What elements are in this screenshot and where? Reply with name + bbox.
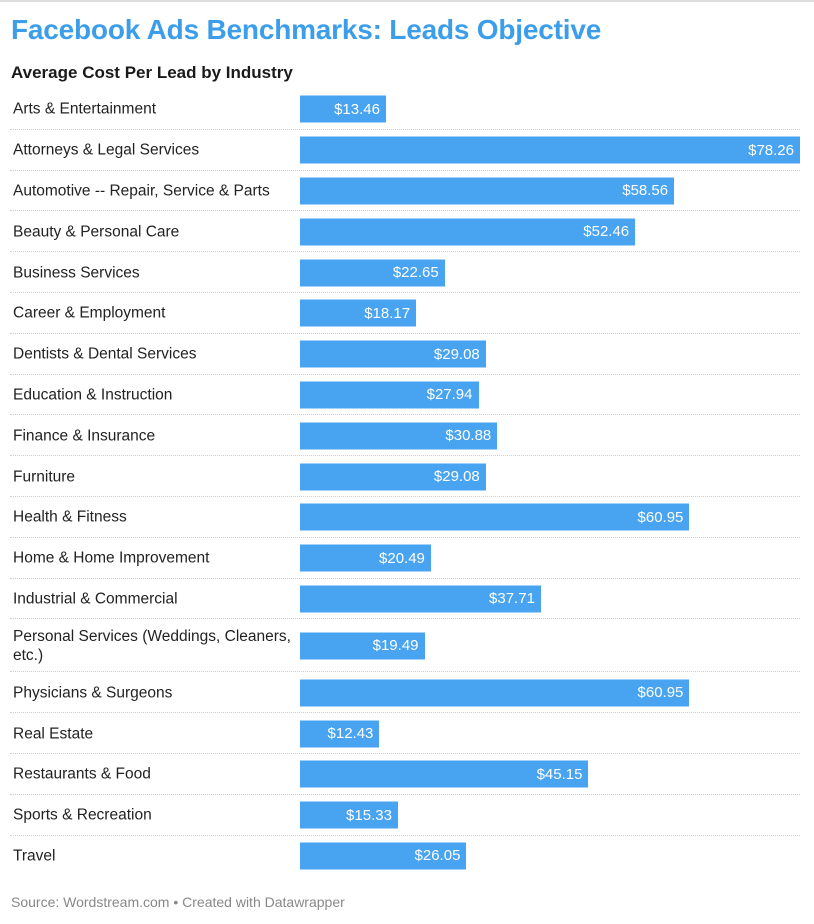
bar-value-label: $29.08 — [433, 345, 480, 363]
category-label: Real Estate — [13, 725, 94, 743]
category-label: Travel — [13, 847, 56, 865]
bar: $29.08 — [300, 340, 486, 368]
row-divider — [10, 373, 800, 375]
bar: $29.08 — [300, 463, 486, 491]
bar-value-label: $13.46 — [334, 100, 380, 118]
bar-row: Dentists & Dental Services $29.08 — [10, 334, 800, 375]
row-divider — [10, 128, 800, 130]
bar: $60.95 — [300, 503, 690, 531]
row-divider — [10, 210, 800, 212]
bar: $58.56 — [300, 177, 675, 205]
category-label: Education & Instruction — [13, 386, 173, 404]
bar-row: Beauty & Personal Care $52.46 — [10, 211, 800, 253]
row-divider — [10, 793, 800, 795]
bar: $78.26 — [300, 136, 800, 164]
bar-value-label: $45.15 — [536, 765, 583, 783]
category-label: Beauty & Personal Care — [13, 223, 180, 241]
bar: $27.94 — [300, 381, 479, 409]
bar: $19.49 — [300, 632, 425, 660]
row-divider — [10, 834, 800, 836]
bar-row: Real Estate $12.43 — [10, 713, 800, 754]
chart-title: Facebook Ads Benchmarks: Leads Objective — [11, 14, 602, 45]
bar-row: Finance & Insurance $30.88 — [10, 415, 800, 457]
bar-row: Personal Services (Weddings, Cleaners, e… — [10, 619, 800, 673]
bar-value-label: $12.43 — [327, 725, 374, 743]
row-divider — [10, 291, 800, 293]
category-label: Sports & Recreation — [13, 806, 152, 824]
row-divider — [10, 536, 800, 538]
bar-value-label: $22.65 — [392, 264, 439, 282]
category-label: Finance & Insurance — [13, 427, 156, 445]
bar-row: Attorneys & Legal Services $78.26 — [10, 130, 800, 171]
bar-row: Business Services $22.65 — [10, 252, 800, 293]
bar-value-label: $58.56 — [622, 182, 669, 200]
bar-row: Restaurants & Food $45.15 — [10, 754, 800, 795]
category-label: Industrial & Commercial — [13, 590, 178, 608]
bar: $45.15 — [300, 760, 589, 788]
bar-value-label: $27.94 — [426, 386, 473, 404]
bar-row: Physicians & Surgeons $60.95 — [10, 672, 800, 714]
category-label: Restaurants & Food — [13, 765, 151, 783]
bar-row: Furniture $29.08 — [10, 456, 800, 497]
category-label: Health & Fitness — [13, 508, 127, 526]
bar-row: Sports & Recreation $15.33 — [10, 795, 800, 836]
bar: $12.43 — [300, 720, 380, 748]
bar-row: Arts & Entertainment $13.46 — [10, 89, 800, 130]
row-divider — [10, 169, 800, 171]
bar-row: Automotive -- Repair, Service & Parts $58… — [10, 171, 800, 212]
row-divider — [10, 332, 800, 334]
bar-value-label: $78.26 — [748, 141, 794, 159]
row-divider — [10, 671, 800, 673]
bar: $22.65 — [300, 259, 445, 287]
bar-row: Industrial & Commercial $37.71 — [10, 579, 800, 620]
bar-value-label: $52.46 — [583, 223, 630, 241]
bar-value-label: $60.95 — [637, 684, 684, 702]
chart-subtitle: Average Cost Per Lead by Industry — [11, 63, 293, 82]
bar: $52.46 — [300, 218, 636, 246]
bar-row: Travel $26.05 — [10, 836, 800, 877]
row-divider — [10, 251, 800, 253]
bar: $13.46 — [300, 95, 386, 123]
bar: $20.49 — [300, 544, 431, 572]
bar: $37.71 — [300, 585, 541, 613]
bar-value-label: $29.08 — [433, 468, 480, 486]
row-divider — [10, 712, 800, 714]
category-label: Home & Home Improvement — [13, 549, 210, 567]
row-divider — [10, 752, 800, 754]
bar: $60.95 — [300, 679, 690, 707]
bar: $15.33 — [300, 801, 398, 829]
category-label: Furniture — [13, 468, 76, 486]
bar-row: Career & Employment $18.17 — [10, 293, 800, 334]
bar-value-label: $18.17 — [364, 304, 411, 322]
bar-value-label: $15.33 — [346, 806, 392, 824]
category-label: Business Services — [13, 264, 140, 282]
category-label: Automotive -- Repair, Service & Parts — [13, 182, 270, 200]
bar-row: Education & Instruction $27.94 — [10, 375, 800, 416]
bar-value-label: $20.49 — [379, 549, 425, 567]
category-label: Physicians & Surgeons — [13, 684, 173, 702]
bar-value-label: $60.95 — [637, 508, 684, 526]
bar-value-label: $37.71 — [489, 590, 535, 608]
category-label: Career & Employment — [13, 304, 166, 322]
bar: $18.17 — [300, 299, 417, 327]
category-label: Personal Services (Weddings, Cleaners, e… — [13, 627, 291, 664]
row-divider — [10, 495, 800, 497]
row-divider — [10, 455, 800, 457]
top-rule — [0, 0, 814, 2]
bar-value-label: $19.49 — [372, 637, 419, 655]
row-divider — [10, 414, 800, 416]
category-label: Arts & Entertainment — [13, 100, 157, 118]
bar-row: Health & Fitness $60.95 — [10, 497, 800, 538]
source-footer: Source: Wordstream.com • Created with Da… — [11, 894, 345, 910]
bar: $26.05 — [300, 842, 467, 870]
bar-value-label: $30.88 — [445, 427, 492, 445]
row-divider — [10, 618, 800, 620]
category-label: Dentists & Dental Services — [13, 345, 197, 363]
bar: $30.88 — [300, 422, 498, 450]
bar-value-label: $26.05 — [414, 847, 461, 865]
bar-row: Home & Home Improvement $20.49 — [10, 538, 800, 579]
row-divider — [10, 577, 800, 579]
category-label: Attorneys & Legal Services — [13, 141, 200, 159]
